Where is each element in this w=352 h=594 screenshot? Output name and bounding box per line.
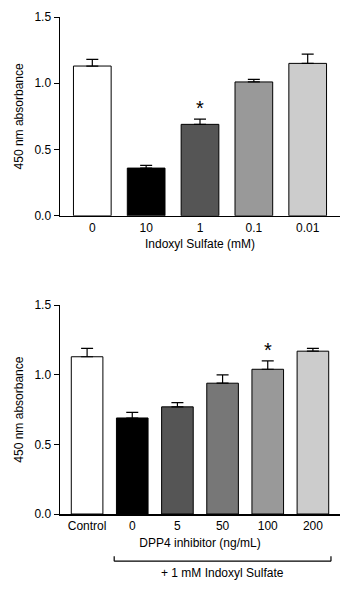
svg-text:450 nm absorbance: 450 nm absorbance	[12, 356, 26, 462]
svg-text:Control: Control	[68, 519, 107, 533]
svg-text:0.0: 0.0	[34, 209, 51, 223]
svg-text:100: 100	[258, 519, 278, 533]
svg-text:0.5: 0.5	[34, 438, 51, 452]
svg-text:0.01: 0.01	[296, 221, 320, 235]
svg-text:DPP4 inhibitor (ng/mL): DPP4 inhibitor (ng/mL)	[139, 536, 260, 550]
svg-text:0.0: 0.0	[34, 507, 51, 521]
svg-text:+ 1 mM Indoxyl Sulfate: + 1 mM Indoxyl Sulfate	[161, 566, 284, 580]
svg-text:1.0: 1.0	[34, 76, 51, 90]
svg-text:*: *	[196, 97, 204, 119]
svg-text:1.5: 1.5	[34, 298, 51, 312]
svg-text:5: 5	[174, 519, 181, 533]
svg-text:0: 0	[89, 221, 96, 235]
svg-text:1.0: 1.0	[34, 368, 51, 382]
svg-text:*: *	[264, 339, 272, 361]
svg-text:200: 200	[303, 519, 323, 533]
svg-text:Indoxyl Sulfate (mM): Indoxyl Sulfate (mM)	[145, 237, 255, 251]
svg-text:50: 50	[216, 519, 230, 533]
svg-text:1.5: 1.5	[34, 10, 51, 24]
svg-text:0: 0	[129, 519, 136, 533]
svg-text:0.5: 0.5	[34, 143, 51, 157]
svg-text:1: 1	[197, 221, 204, 235]
svg-text:10: 10	[139, 221, 153, 235]
svg-text:0.1: 0.1	[246, 221, 263, 235]
svg-text:450 nm absorbance: 450 nm absorbance	[12, 63, 26, 169]
